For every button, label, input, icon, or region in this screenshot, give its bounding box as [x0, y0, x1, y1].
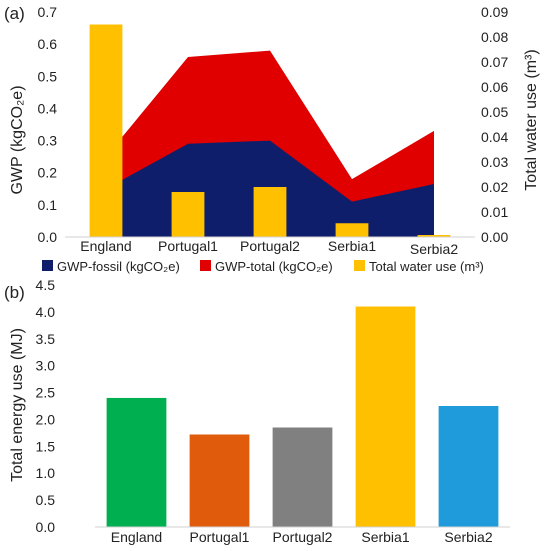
- panel-a-category-label: Serbia1: [328, 238, 376, 254]
- panel-a-y2-tick-label: 0.08: [481, 29, 508, 45]
- panel-b-y-tick-label: 2.5: [36, 385, 56, 401]
- panel-b-y-tick-label: 3.5: [36, 331, 56, 347]
- panel-a-y-axis-title: GWP (kgCO₂e): [9, 85, 26, 194]
- panel-a-y-tick-label: 0.3: [38, 133, 58, 149]
- panel-b-axes: 0.0 0.5 1.0 1.5 2.0 2.5 3.0 3.5 4.0 4.5 England Por…: [36, 277, 510, 545]
- water-use-bar: [171, 192, 205, 237]
- water-use-bar: [417, 235, 451, 237]
- panel-a-legend: GWP-fossil (kgCO₂e) GWP-total (kgCO₂e) Tot…: [42, 259, 484, 274]
- energy-bar: [438, 406, 499, 527]
- panel-a-y2-tick-label: 0.07: [481, 54, 508, 70]
- panel-a-y2-tick-label: 0.06: [481, 79, 508, 95]
- water-use-bar: [335, 223, 369, 237]
- legend-swatch: [354, 260, 365, 271]
- panel-b-y-tick-label: 1.0: [36, 465, 56, 481]
- water-use-bar: [89, 24, 123, 237]
- energy-bar: [272, 427, 333, 527]
- panel-a-y2-tick-label: 0.02: [481, 179, 508, 195]
- legend-label: GWP-fossil (kgCO₂e): [57, 259, 180, 274]
- panel-b-category-label: England: [111, 529, 162, 545]
- panel-b-energy-chart: (b) 0.0 0.5 1.0 1.5 2.0 2.5 3.0 3.5 4.0 4.5 Englan…: [4, 277, 510, 545]
- energy-bar: [355, 306, 416, 527]
- panel-a-category-label: Serbia2: [410, 241, 458, 257]
- panel-b-category-label: Serbia1: [361, 529, 409, 545]
- panel-a-y-tick-label: 0.7: [38, 4, 58, 20]
- panel-b-marks: [106, 306, 499, 527]
- panel-b-category-label: Serbia2: [444, 529, 492, 545]
- panel-a-gwp-water-chart: (a) 0.0 0.1 0.2 0.3 0.4 0.5 0.6 0.7 0.00 0.01 0.02…: [4, 4, 540, 274]
- panel-a-y-tick-label: 0.4: [38, 100, 58, 116]
- panel-a-category-label: Portugal2: [240, 238, 300, 254]
- legend-swatch: [200, 260, 211, 271]
- panel-a-marks: [89, 24, 451, 238]
- panel-a-y-tick-label: 0.2: [38, 165, 58, 181]
- panel-b-y-tick-label: 1.5: [36, 438, 56, 454]
- panel-b-y-tick-label: 0.0: [36, 519, 56, 535]
- panel-a-y2-tick-label: 0.00: [481, 229, 508, 245]
- panel-a-y-tick-label: 0.0: [38, 229, 58, 245]
- panel-b-category-label: Portugal1: [190, 529, 250, 545]
- panel-a-y-tick-label: 0.1: [38, 197, 58, 213]
- panel-a-axes: 0.0 0.1 0.2 0.3 0.4 0.5 0.6 0.7 0.00 0.01 0.02 0.03…: [38, 4, 509, 257]
- legend-label: Total water use (m³): [369, 259, 484, 274]
- energy-bar: [106, 397, 167, 527]
- panel-b-y-tick-label: 2.0: [36, 411, 56, 427]
- legend-swatch: [42, 260, 53, 271]
- panel-b-y-tick-label: 0.5: [36, 492, 56, 508]
- panel-b-category-label: Portugal2: [273, 529, 333, 545]
- panel-a-y2-axis-title: Total water use (m³): [523, 49, 540, 190]
- panel-a-y2-tick-label: 0.03: [481, 154, 508, 170]
- panel-a-y-tick-label: 0.5: [38, 68, 58, 84]
- panel-b-y-tick-label: 4.5: [36, 277, 56, 293]
- panel-a-y2-tick-label: 0.01: [481, 204, 508, 220]
- panel-b-y-axis-title: Total energy use (MJ): [9, 328, 26, 482]
- panel-a-category-label: England: [80, 238, 131, 254]
- panel-a-y2-tick-label: 0.09: [481, 4, 508, 20]
- energy-bar: [189, 434, 250, 527]
- panel-label-b: (b): [4, 283, 25, 302]
- legend-label: GWP-total (kgCO₂e): [215, 259, 333, 274]
- panel-a-y-tick-label: 0.6: [38, 36, 58, 52]
- panel-a-y2-tick-label: 0.04: [481, 129, 508, 145]
- water-use-bar: [253, 187, 287, 237]
- panel-b-y-tick-label: 4.0: [36, 304, 56, 320]
- panel-a-y2-tick-label: 0.05: [481, 104, 508, 120]
- panel-a-category-label: Portugal1: [158, 238, 218, 254]
- panel-b-y-tick-label: 3.0: [36, 358, 56, 374]
- panel-label-a: (a): [4, 4, 25, 23]
